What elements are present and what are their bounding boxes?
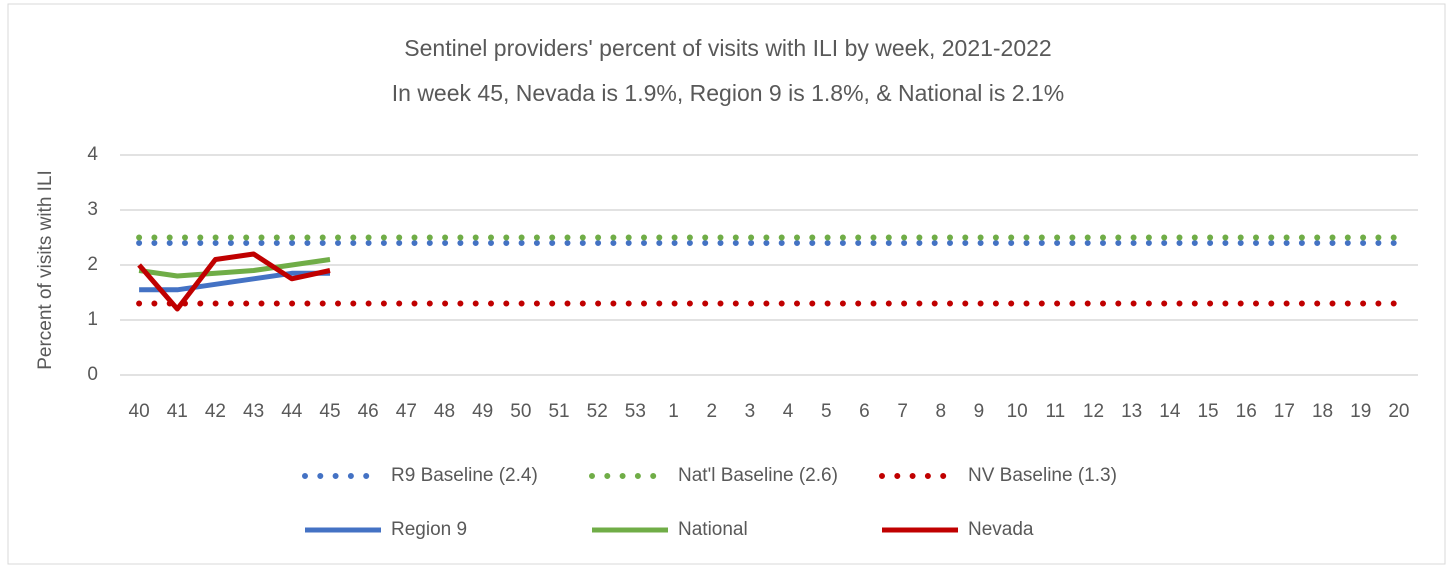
- x-tick-label: 13: [1121, 401, 1142, 422]
- x-tick-label: 45: [319, 401, 340, 422]
- x-tick-label: 50: [510, 401, 531, 422]
- x-tick-label: 1: [668, 401, 679, 422]
- y-tick-label: 2: [87, 254, 98, 275]
- x-tick-label: 15: [1197, 401, 1218, 422]
- x-tick-label: 9: [974, 401, 985, 422]
- series-line: [138, 257, 331, 279]
- chart-title: Sentinel providers' percent of visits wi…: [404, 35, 1051, 61]
- x-tick-label: 7: [897, 401, 908, 422]
- x-tick-label: 52: [587, 401, 608, 422]
- x-tick-label: 44: [281, 401, 303, 422]
- x-tick-label: 14: [1159, 401, 1181, 422]
- series-line: [139, 270, 330, 293]
- legend-label: Nevada: [968, 519, 1034, 540]
- x-tick-label: 8: [936, 401, 947, 422]
- legend-label: Nat'l Baseline (2.6): [678, 465, 838, 486]
- x-tick-label: 40: [129, 401, 150, 422]
- x-tick-label: 42: [205, 401, 226, 422]
- x-tick-label: 49: [472, 401, 493, 422]
- series-line: [137, 251, 331, 312]
- x-tick-label: 47: [396, 401, 417, 422]
- x-tick-label: 10: [1007, 401, 1028, 422]
- legend-label: R9 Baseline (2.4): [391, 465, 538, 486]
- x-tick-label: 12: [1083, 401, 1104, 422]
- legend-label: National: [678, 519, 748, 540]
- x-tick-label: 4: [783, 401, 794, 422]
- chart-border: [7, 3, 1446, 565]
- x-tick-label: 43: [243, 401, 264, 422]
- y-tick-label: 3: [87, 199, 98, 220]
- legend-label: Region 9: [391, 519, 467, 540]
- x-tick-label: 41: [167, 401, 188, 422]
- x-tick-label: 3: [745, 401, 756, 422]
- y-axis-label: Percent of visits with ILI: [35, 170, 56, 370]
- x-tick-label: 5: [821, 401, 832, 422]
- x-tick-label: 16: [1236, 401, 1257, 422]
- x-tick-label: 11: [1045, 401, 1065, 422]
- chart-subtitle: In week 45, Nevada is 1.9%, Region 9 is …: [392, 80, 1064, 106]
- x-tick-label: 17: [1274, 401, 1295, 422]
- x-tick-label: 19: [1350, 401, 1371, 422]
- x-tick-label: 20: [1388, 401, 1409, 422]
- x-tick-label: 6: [859, 401, 870, 422]
- y-tick-label: 1: [87, 309, 98, 330]
- x-tick-label: 46: [358, 401, 379, 422]
- x-tick-label: 51: [548, 401, 569, 422]
- x-tick-label: 18: [1312, 401, 1333, 422]
- y-tick-label: 0: [87, 364, 98, 385]
- x-tick-label: 2: [706, 401, 717, 422]
- legend-label: NV Baseline (1.3): [968, 465, 1117, 486]
- x-tick-label: 48: [434, 401, 455, 422]
- y-tick-label: 4: [87, 144, 98, 165]
- x-tick-label: 53: [625, 401, 646, 422]
